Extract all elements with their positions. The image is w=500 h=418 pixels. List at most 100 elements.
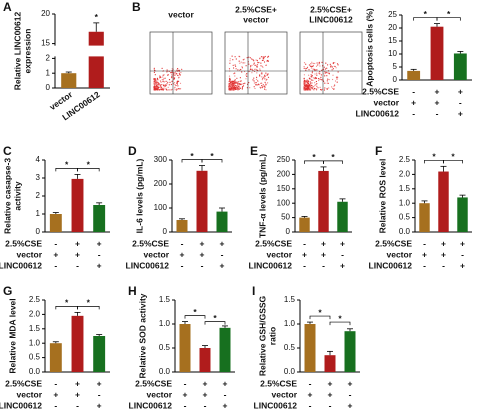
flow-dot <box>234 85 236 87</box>
flow-dot <box>313 87 316 90</box>
flow-dot <box>162 88 164 90</box>
y-tick-label: 15 <box>388 36 397 45</box>
bracket <box>77 168 100 172</box>
condition-sign: + <box>422 249 427 259</box>
flow-dot <box>234 75 236 77</box>
flow-dot <box>246 73 248 75</box>
flow-dot <box>307 85 309 87</box>
flow-dot <box>313 86 315 88</box>
flow-dot <box>170 72 172 74</box>
condition-sign: + <box>97 260 102 270</box>
flow-dot <box>255 84 257 86</box>
flow-dot <box>238 88 240 90</box>
flow-dot <box>243 58 245 60</box>
y-tick-label: 250 <box>277 155 291 164</box>
flow-dot <box>328 87 330 89</box>
condition-label: 2.5%CSE <box>375 238 412 248</box>
flow-dot <box>253 86 255 88</box>
flow-dot <box>309 82 311 84</box>
flow-dot <box>251 72 253 74</box>
flow-dot <box>177 68 179 70</box>
flow-dot <box>236 77 238 79</box>
bar <box>179 324 191 372</box>
significance: * <box>447 9 451 19</box>
flow-dot <box>234 88 236 90</box>
flow-dot <box>264 86 266 88</box>
flow-dot <box>257 79 259 82</box>
condition-sign: - <box>181 260 184 270</box>
flow-label: 2.5%CSE+ <box>310 4 352 14</box>
condition-sign: - <box>423 238 426 248</box>
flow-dot <box>254 87 256 90</box>
flow-dot <box>306 66 309 68</box>
flow-dot <box>175 71 177 73</box>
panel-letter: G <box>3 284 12 298</box>
condition-sign: + <box>441 238 446 248</box>
flow-dot <box>319 65 321 67</box>
flow-dot <box>309 85 311 88</box>
condition-sign: - <box>329 400 332 410</box>
y-tick-label: 2.5 <box>399 155 411 164</box>
condition-sign: + <box>53 389 58 399</box>
condition-sign: + <box>458 86 463 96</box>
flow-dot <box>310 63 312 65</box>
bracket <box>323 160 343 164</box>
y-tick-label: 100 <box>154 203 168 212</box>
condition-sign: + <box>321 249 326 259</box>
significance: * <box>312 152 316 162</box>
flow-dot <box>162 80 164 82</box>
y-tick-label: 200 <box>277 170 291 179</box>
flow-dot <box>228 88 230 90</box>
flow-dot <box>155 86 157 88</box>
significance: * <box>87 298 91 308</box>
flow-dot <box>261 79 263 81</box>
flow-dot <box>311 72 313 74</box>
flow-dot <box>335 67 337 69</box>
flow-dot <box>265 72 267 74</box>
condition-sign: - <box>76 400 79 410</box>
flow-dot <box>261 73 263 75</box>
flow-dot <box>310 84 312 86</box>
flow-dot <box>332 62 334 64</box>
flow-dot <box>310 67 312 69</box>
y-tick-label: 1.5 <box>29 324 41 333</box>
flow-dot <box>241 83 243 85</box>
y-axis-label: activity <box>12 181 22 211</box>
flow-dot <box>267 60 269 62</box>
flow-dot <box>238 60 240 62</box>
flow-dot <box>248 63 250 65</box>
flow-dot <box>265 79 267 81</box>
flow-dot <box>306 85 308 87</box>
flow-dot <box>336 81 338 83</box>
condition-label: 2.5%CSE <box>255 238 292 248</box>
flow-dot <box>166 89 168 91</box>
condition-sign: - <box>221 249 224 259</box>
flow-dot <box>256 59 258 62</box>
condition-label: 2.5%CSE <box>5 378 42 388</box>
flow-dot <box>157 84 159 86</box>
flow-dot <box>258 83 260 85</box>
condition-sign: + <box>411 97 416 107</box>
flow-dot <box>237 82 239 84</box>
flow-dot <box>306 81 308 83</box>
condition-sign: - <box>412 108 415 118</box>
flow-dot <box>176 69 178 71</box>
flow-dot <box>165 80 167 82</box>
y-axis-label: ratio <box>267 327 277 345</box>
y-tick-label: 1.5 <box>159 295 171 304</box>
condition-label: LINC00612 <box>254 400 298 410</box>
bar <box>196 170 208 232</box>
flow-dot <box>337 76 339 78</box>
flow-dot <box>156 84 158 86</box>
flow-dot <box>323 66 325 68</box>
bar <box>93 205 106 232</box>
condition-label: vector <box>271 389 297 399</box>
flow-dot <box>177 74 179 77</box>
flow-dot <box>231 84 233 86</box>
flow-dot <box>321 88 323 90</box>
flow-dot <box>174 72 176 74</box>
flow-dot <box>263 76 265 78</box>
y-axis-label: expression <box>22 29 32 74</box>
flow-dot <box>163 86 165 88</box>
flow-dot <box>233 83 235 85</box>
